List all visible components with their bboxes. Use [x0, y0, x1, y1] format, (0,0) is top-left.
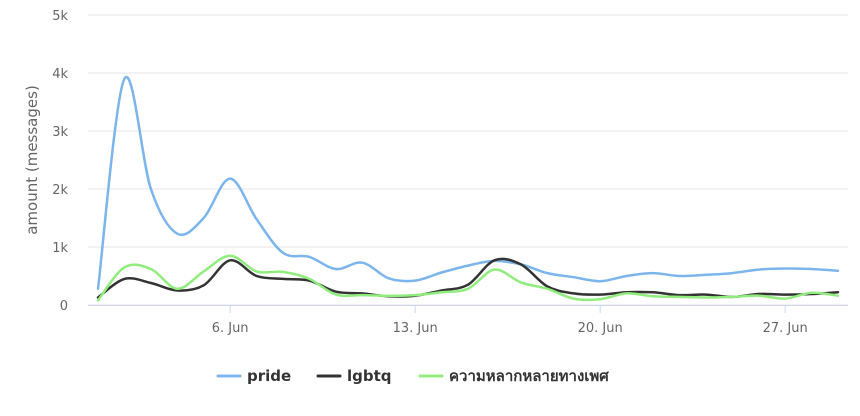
- x-tick-label: 20. Jun: [578, 321, 623, 336]
- gridlines: [88, 14, 848, 306]
- y-tick-label: 3k: [52, 125, 68, 140]
- legend-item[interactable]: ความหลากหลายทางเพศ: [418, 367, 609, 385]
- series-line-0[interactable]: [96, 75, 840, 291]
- x-tick-label: 27. Jun: [763, 321, 808, 336]
- x-tick-label: 6. Jun: [212, 321, 249, 336]
- y-tick-label: 2k: [52, 183, 68, 198]
- legend-label: pride: [247, 367, 291, 385]
- series-line-2[interactable]: [96, 254, 840, 302]
- y-tick-label: 1k: [52, 241, 68, 256]
- series-lines: [96, 75, 840, 302]
- x-axis-ticks: 6. Jun 13. Jun 20. Jun 27. Jun: [212, 305, 808, 336]
- legend-item[interactable]: lgbtq: [316, 367, 392, 385]
- series-line-1[interactable]: [96, 257, 840, 299]
- legend-item[interactable]: pride: [216, 367, 291, 385]
- x-tick-label: 13. Jun: [393, 321, 438, 336]
- y-axis-label: amount (messages): [23, 85, 41, 235]
- y-tick-label: 5k: [52, 9, 68, 24]
- y-tick-label: 4k: [52, 67, 68, 82]
- y-tick-label: 0: [60, 299, 68, 314]
- legend-label: lgbtq: [347, 367, 392, 385]
- legend[interactable]: pride lgbtq ความหลากหลายทางเพศ: [216, 367, 609, 385]
- legend-label: ความหลากหลายทางเพศ: [449, 367, 609, 385]
- y-axis-ticks: 0 1k 2k 3k 4k 5k: [52, 9, 68, 314]
